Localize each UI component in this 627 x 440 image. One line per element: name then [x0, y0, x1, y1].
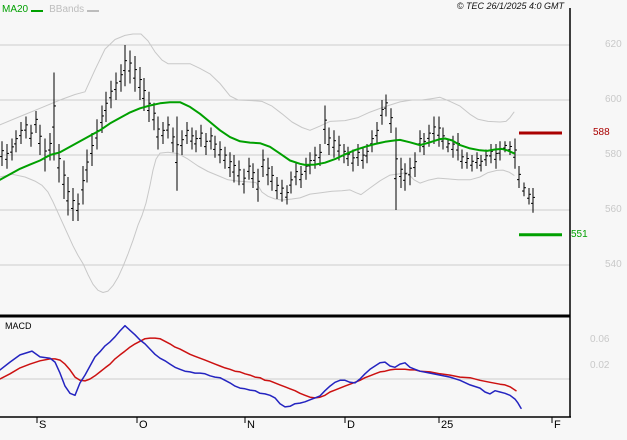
price-tick-label-620: 620 — [605, 39, 622, 50]
month-label-F: F — [554, 419, 561, 431]
month-label-O: O — [139, 419, 148, 431]
legend-item-ma20: MA20 — [2, 4, 49, 15]
month-label-S: S — [39, 419, 47, 431]
month-label-D: D — [347, 419, 355, 431]
legend-item-bbands: BBands — [49, 4, 105, 15]
price-tick-label-580: 580 — [605, 149, 622, 160]
macd-panel-label: MACD — [5, 321, 32, 331]
price-tick-label-560: 560 — [605, 204, 622, 215]
resistance-label: 588 — [593, 127, 610, 138]
bollinger-upper-line — [0, 33, 515, 131]
bbands-line-swatch-icon — [87, 9, 100, 12]
macd-line — [0, 324, 522, 410]
macd-scale-label-0.02: 0.02 — [590, 360, 610, 371]
bollinger-lower-line — [0, 151, 515, 293]
macd-scale-label-0.06: 0.06 — [590, 334, 610, 345]
support-label: 551 — [571, 228, 588, 240]
price-tick-label-540: 540 — [605, 259, 622, 270]
price-tick-label-600: 600 — [605, 94, 622, 105]
legend: MA20 BBands — [2, 2, 105, 16]
signal-line — [0, 337, 517, 399]
ma20-line — [0, 101, 515, 181]
legend-bbands-label: BBands — [49, 3, 85, 15]
month-label-25: 25 — [441, 419, 454, 431]
legend-ma20-label: MA20 — [2, 3, 29, 15]
copyright-notice: © TEC 26/1/2025 4:0 GMT — [456, 1, 564, 11]
month-label-N: N — [247, 419, 255, 431]
ma20-line-swatch-icon — [31, 9, 44, 12]
